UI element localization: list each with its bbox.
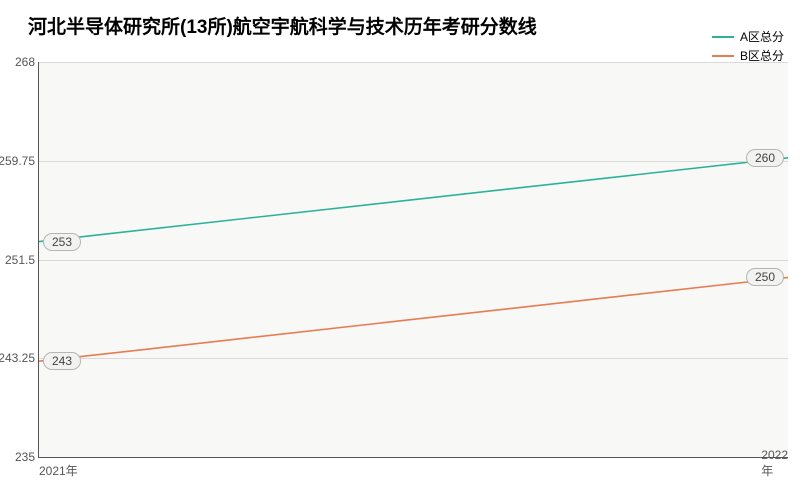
ytick-label: 251.5	[0, 253, 35, 267]
gridline	[39, 62, 788, 63]
point-label: 250	[746, 268, 784, 286]
chart-container: 河北半导体研究所(13所)航空宇航科学与技术历年考研分数线 A区总分 B区总分 …	[0, 0, 800, 500]
xtick-label: 2021年	[39, 462, 78, 479]
series-line	[39, 158, 788, 242]
legend-swatch-a	[712, 36, 734, 38]
ytick-label: 268	[0, 55, 35, 69]
point-label: 260	[746, 149, 784, 167]
chart-title: 河北半导体研究所(13所)航空宇航科学与技术历年考研分数线	[28, 12, 537, 39]
legend-item-a: A区总分	[712, 28, 784, 45]
legend-label-a: A区总分	[740, 28, 784, 45]
ytick-label: 259.75	[0, 154, 35, 168]
plot-area: 235243.25251.5259.752682021年2022年2532602…	[38, 62, 788, 458]
point-label: 243	[43, 352, 81, 370]
legend: A区总分 B区总分	[712, 28, 784, 66]
ytick-label: 243.25	[0, 351, 35, 365]
xtick-label: 2022年	[761, 448, 788, 479]
legend-swatch-b	[712, 55, 734, 57]
gridline	[39, 260, 788, 261]
point-label: 253	[43, 233, 81, 251]
series-line	[39, 277, 788, 361]
gridline	[39, 161, 788, 162]
gridline	[39, 358, 788, 359]
ytick-label: 235	[0, 450, 35, 464]
